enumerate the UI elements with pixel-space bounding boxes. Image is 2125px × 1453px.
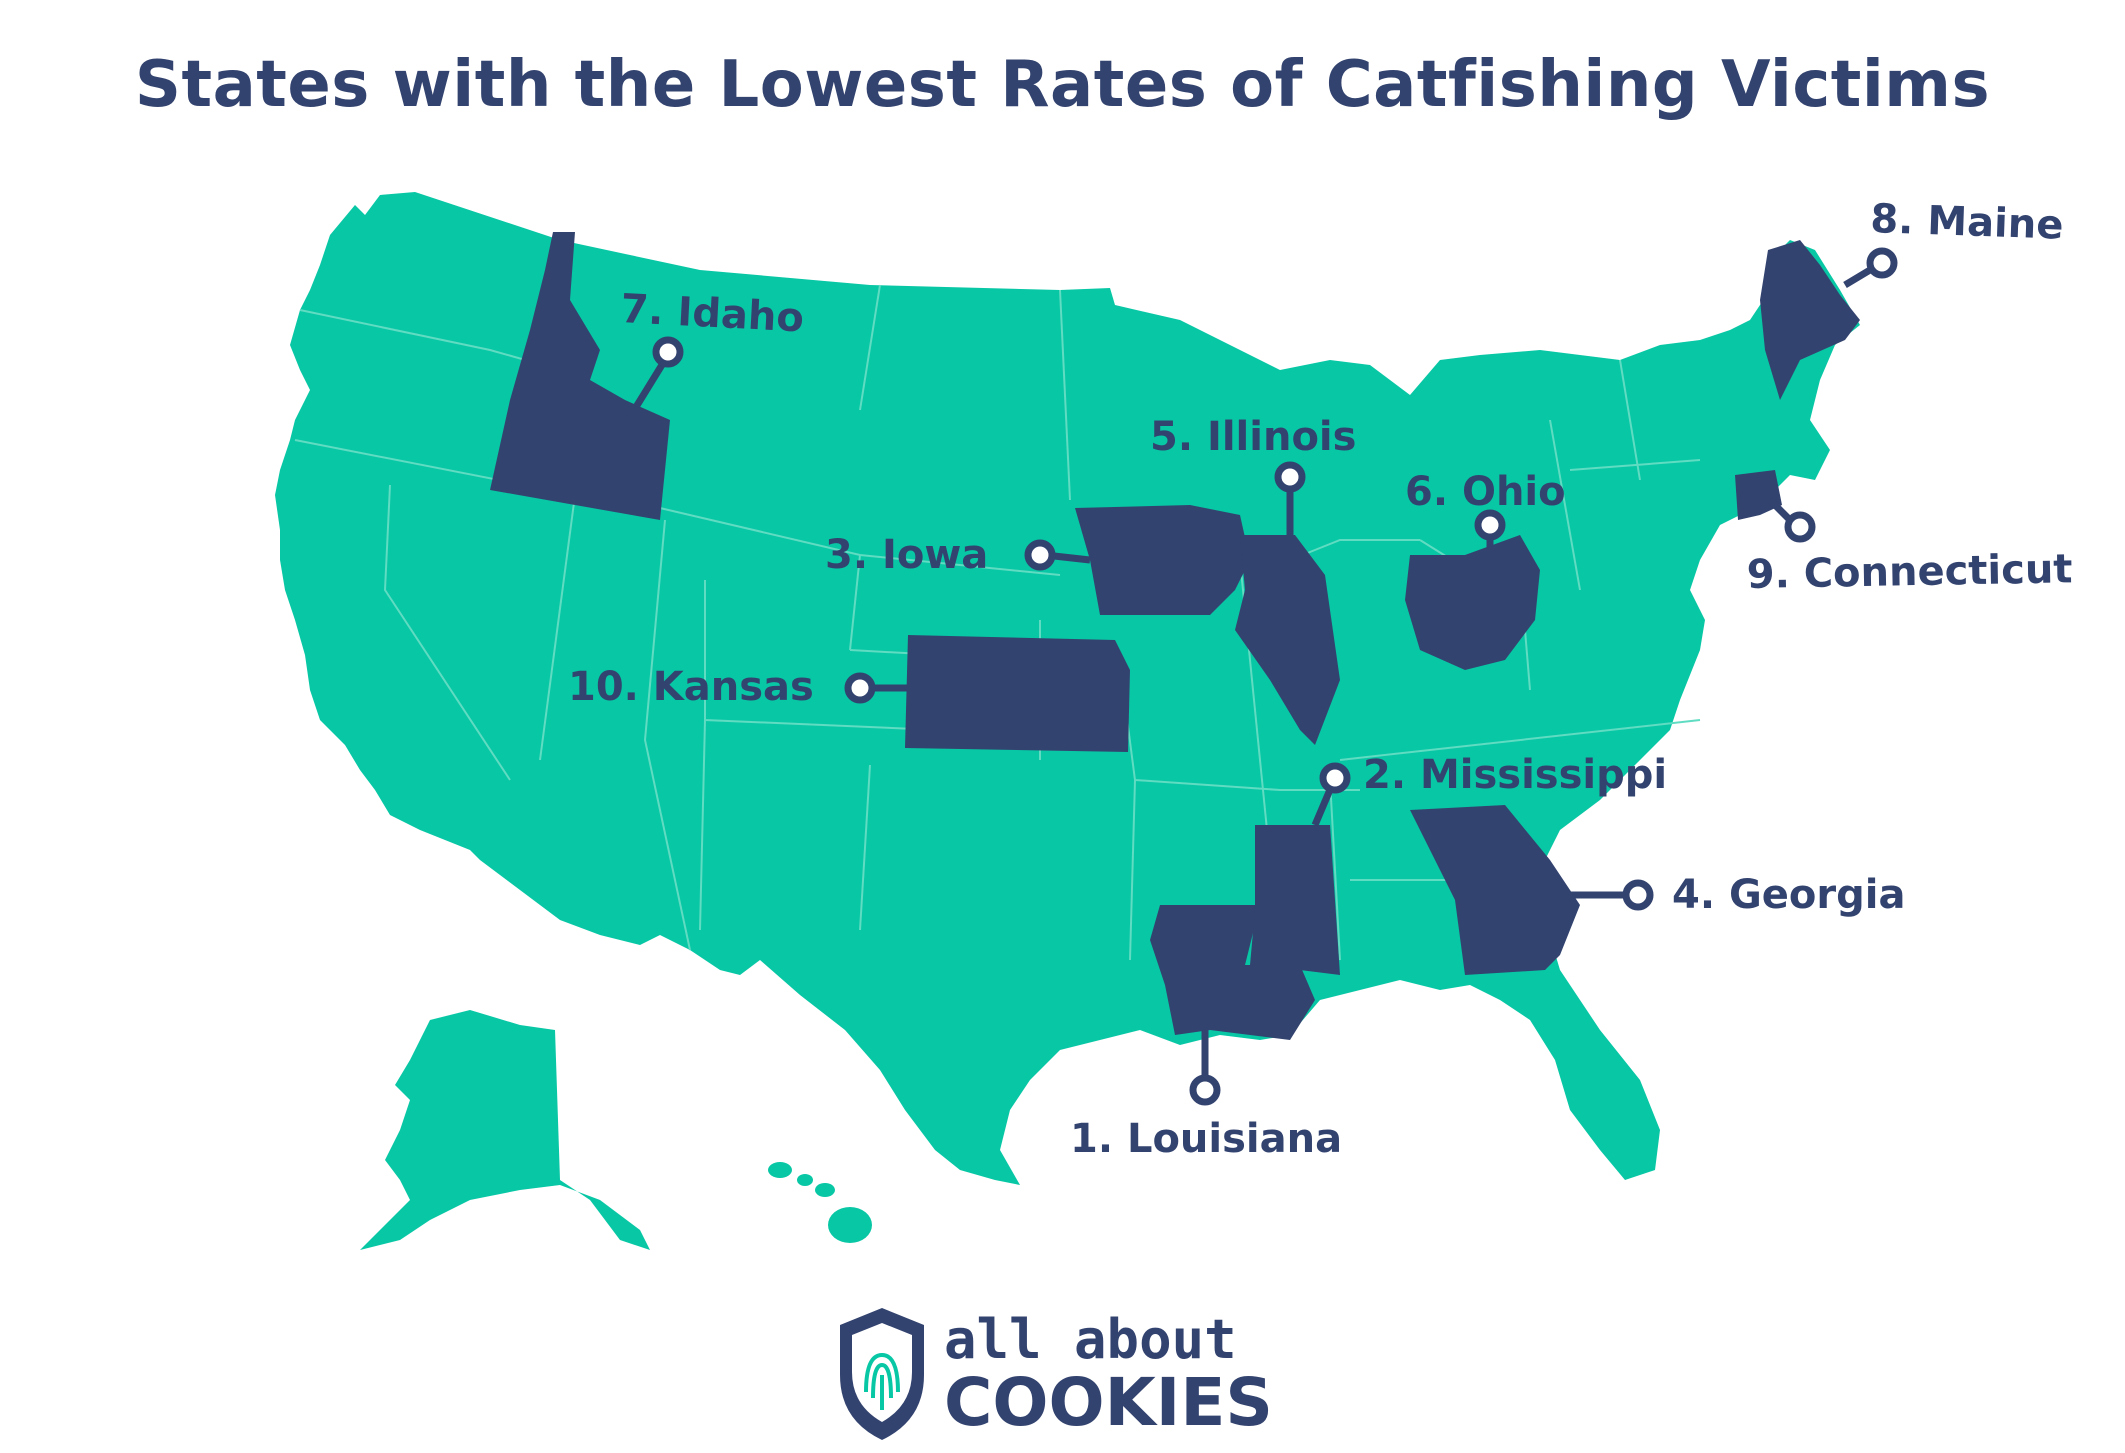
label-illinois: 5. Illinois xyxy=(1150,414,1356,460)
label-iowa: 3. Iowa xyxy=(825,532,988,578)
brand-logo: all about COOKIES xyxy=(840,1308,1273,1441)
label-idaho: 7. Idaho xyxy=(619,286,805,342)
state-connecticut xyxy=(1735,470,1782,520)
label-kansas: 10. Kansas xyxy=(568,664,814,710)
state-hawaii xyxy=(768,1162,872,1243)
callouts xyxy=(625,247,1898,1106)
label-mississippi: 2. Mississippi xyxy=(1363,752,1667,798)
label-maine: 8. Maine xyxy=(1870,196,2065,249)
logo-line2: COOKIES xyxy=(944,1364,1273,1441)
state-georgia xyxy=(1410,805,1580,975)
label-connecticut: 9. Connecticut xyxy=(1746,546,2072,598)
map-title: States with the Lowest Rates of Catfishi… xyxy=(134,48,1991,122)
state-illinois xyxy=(1235,535,1340,745)
state-idaho xyxy=(490,232,670,520)
label-louisiana: 1. Louisiana xyxy=(1070,1116,1342,1162)
state-maine xyxy=(1760,240,1860,400)
state-alaska xyxy=(360,1010,650,1250)
shield-fingerprint-icon xyxy=(840,1308,924,1440)
state-louisiana xyxy=(1150,905,1315,1040)
state-iowa xyxy=(1075,505,1250,615)
highlighted-states xyxy=(490,232,1860,1040)
logo-line1: all about xyxy=(944,1308,1237,1371)
state-ohio xyxy=(1405,535,1540,670)
state-kansas xyxy=(905,635,1130,752)
state-mississippi xyxy=(1250,825,1340,975)
callout-labels: 1. Louisiana 2. Mississippi 3. Iowa 4. G… xyxy=(568,196,2073,1162)
label-ohio: 6. Ohio xyxy=(1405,469,1566,515)
label-georgia: 4. Georgia xyxy=(1672,872,1905,918)
